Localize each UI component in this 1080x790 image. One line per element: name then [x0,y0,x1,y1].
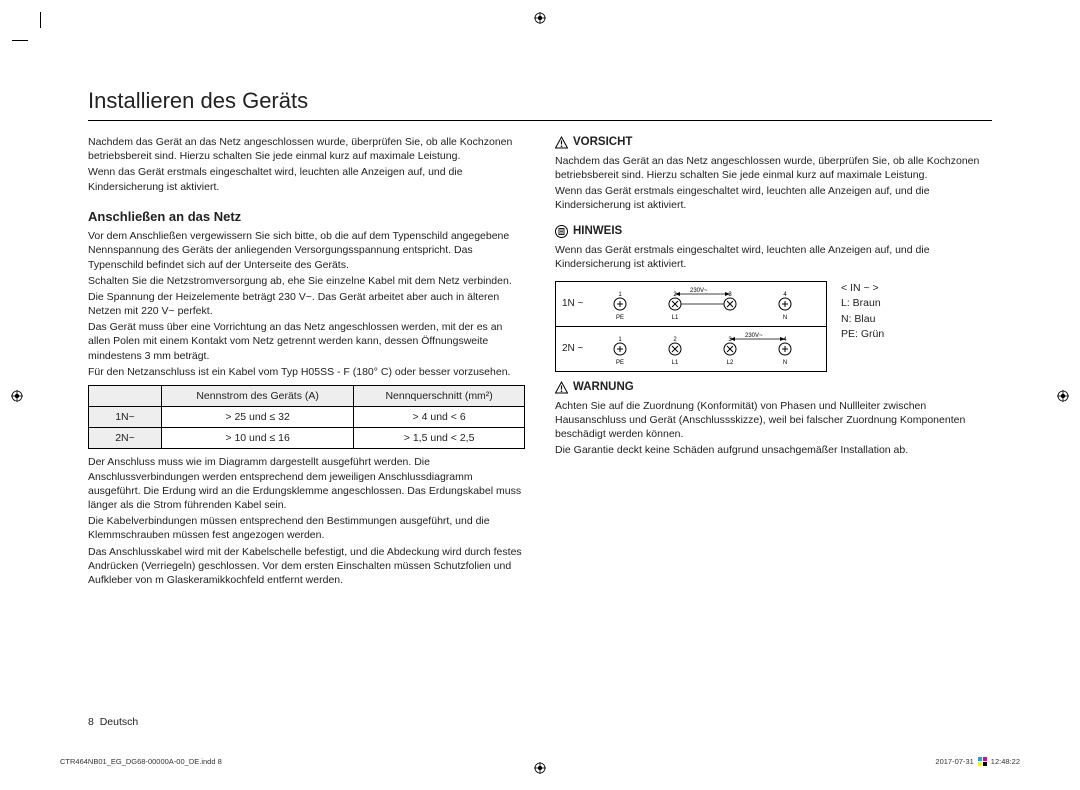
legend-line: < IN ~ > [841,281,884,296]
svg-text:1: 1 [618,337,622,343]
legend-line: L: Braun [841,296,884,311]
svg-text:N: N [783,360,787,366]
right-column: VORSICHT Nachdem das Gerät an das Netz a… [555,135,992,589]
para: Wenn das Gerät erstmals eingeschaltet wi… [88,165,525,193]
wiring-row-label: 2N ~ [562,342,590,356]
para: Achten Sie auf die Zuordnung (Konformitä… [555,399,992,442]
svg-text:4: 4 [783,337,787,343]
registration-mark-bottom [534,761,546,779]
spec-table: Nennstrom des Geräts (A) Nennquerschnitt… [88,385,525,450]
svg-text:3: 3 [728,337,732,343]
svg-text:PE: PE [616,315,624,321]
svg-text:L1: L1 [672,360,679,366]
crop-tick [40,12,41,28]
legend-line: N: Blau [841,312,884,327]
svg-text:4: 4 [783,292,787,298]
crop-tick [12,40,28,41]
para: Für den Netzanschluss ist ein Kabel vom … [88,365,525,379]
svg-text:L1: L1 [672,315,679,321]
svg-text:2: 2 [673,337,677,343]
table-cell: > 1,5 und < 2,5 [354,428,525,449]
page-title: Installieren des Geräts [88,88,992,114]
table-cell: > 4 und < 6 [354,407,525,428]
registration-mark-top [534,11,546,29]
note-icon [555,225,568,238]
para: Nachdem das Gerät an das Netz angeschlos… [88,135,525,163]
warning-label: WARNUNG [573,380,634,396]
print-time: 12:48:22 [991,757,1020,766]
title-rule [88,120,992,121]
caution-label: VORSICHT [573,135,632,151]
table-header: Nennstrom des Geräts (A) [162,385,354,406]
page-footer: 8 Deutsch [88,716,138,728]
table-cell: 1N~ [89,407,162,428]
svg-text:3: 3 [728,292,732,298]
svg-text:230V~: 230V~ [745,333,763,339]
cmyk-icon [978,757,987,766]
svg-text:1: 1 [618,292,622,298]
wiring-cell: 1N ~ 230V~ 1 PE 2 L1 [556,282,826,326]
table-cell: 2N~ [89,428,162,449]
page-content: Installieren des Geräts Nachdem das Gerä… [88,88,992,728]
note-heading: HINWEIS [555,224,992,240]
table-row: Nennstrom des Geräts (A) Nennquerschnitt… [89,385,525,406]
table-cell: > 25 und ≤ 32 [162,407,354,428]
wiring-row-label: 1N ~ [562,297,590,311]
svg-text:2: 2 [673,292,677,298]
para: Die Garantie deckt keine Schäden aufgrun… [555,443,992,457]
page-lang: Deutsch [100,716,139,728]
svg-text:PE: PE [616,360,624,366]
para: Das Gerät muss über eine Vorrichtung an … [88,320,525,363]
caution-heading: VORSICHT [555,135,992,151]
wiring-legend: < IN ~ > L: Braun N: Blau PE: Grün [841,281,884,342]
para: Wenn das Gerät erstmals eingeschaltet wi… [555,243,992,271]
subheading: Anschließen an das Netz [88,208,525,226]
print-meta-left: CTR464NB01_EG_DG68-00000A-00_DE.indd 8 [60,757,222,766]
para: Wenn das Gerät erstmals eingeschaltet wi… [555,184,992,212]
legend-line: PE: Grün [841,327,884,342]
table-row: 2N~ > 10 und ≤ 16 > 1,5 und < 2,5 [89,428,525,449]
svg-text:N: N [783,315,787,321]
para: Das Anschlusskabel wird mit der Kabelsch… [88,545,525,588]
para: Die Spannung der Heizelemente beträgt 23… [88,290,525,318]
print-meta-right: 2017-07-31 12:48:22 [935,757,1020,766]
table-cell: > 10 und ≤ 16 [162,428,354,449]
table-row: 1N~ > 25 und ≤ 32 > 4 und < 6 [89,407,525,428]
print-date: 2017-07-31 [935,757,973,766]
left-column: Nachdem das Gerät an das Netz angeschlos… [88,135,525,589]
columns: Nachdem das Gerät an das Netz angeschlos… [88,135,992,589]
para: Nachdem das Gerät an das Netz angeschlos… [555,154,992,182]
table-header [89,385,162,406]
wiring-diagram-row: 1N ~ 230V~ 1 PE 2 L1 [555,281,992,372]
svg-text:L2: L2 [727,360,734,366]
warning-triangle-icon [555,381,568,394]
para: Die Kabelverbindungen müssen entsprechen… [88,514,525,542]
registration-mark-right [1057,389,1069,407]
wiring-cell: 2N ~ 230V~ 1 PE 2 L1 3 L2 4 N [556,326,826,371]
table-header: Nennquerschnitt (mm²) [354,385,525,406]
note-label: HINWEIS [573,224,622,240]
para: Vor dem Anschließen vergewissern Sie sic… [88,229,525,272]
wiring-diagram: 1N ~ 230V~ 1 PE 2 L1 [555,281,827,372]
warning-triangle-icon [555,136,568,149]
warning-heading: WARNUNG [555,380,992,396]
svg-text:230V~: 230V~ [690,288,708,294]
page-number: 8 [88,716,94,728]
para: Der Anschluss muss wie im Diagramm darge… [88,455,525,512]
wiring-svg-2n: 230V~ 1 PE 2 L1 3 L2 4 N [590,329,820,369]
para: Schalten Sie die Netzstromversorgung ab,… [88,274,525,288]
wiring-svg-1n: 230V~ 1 PE 2 L1 3 4 N [590,284,820,324]
registration-mark-left [11,389,23,407]
